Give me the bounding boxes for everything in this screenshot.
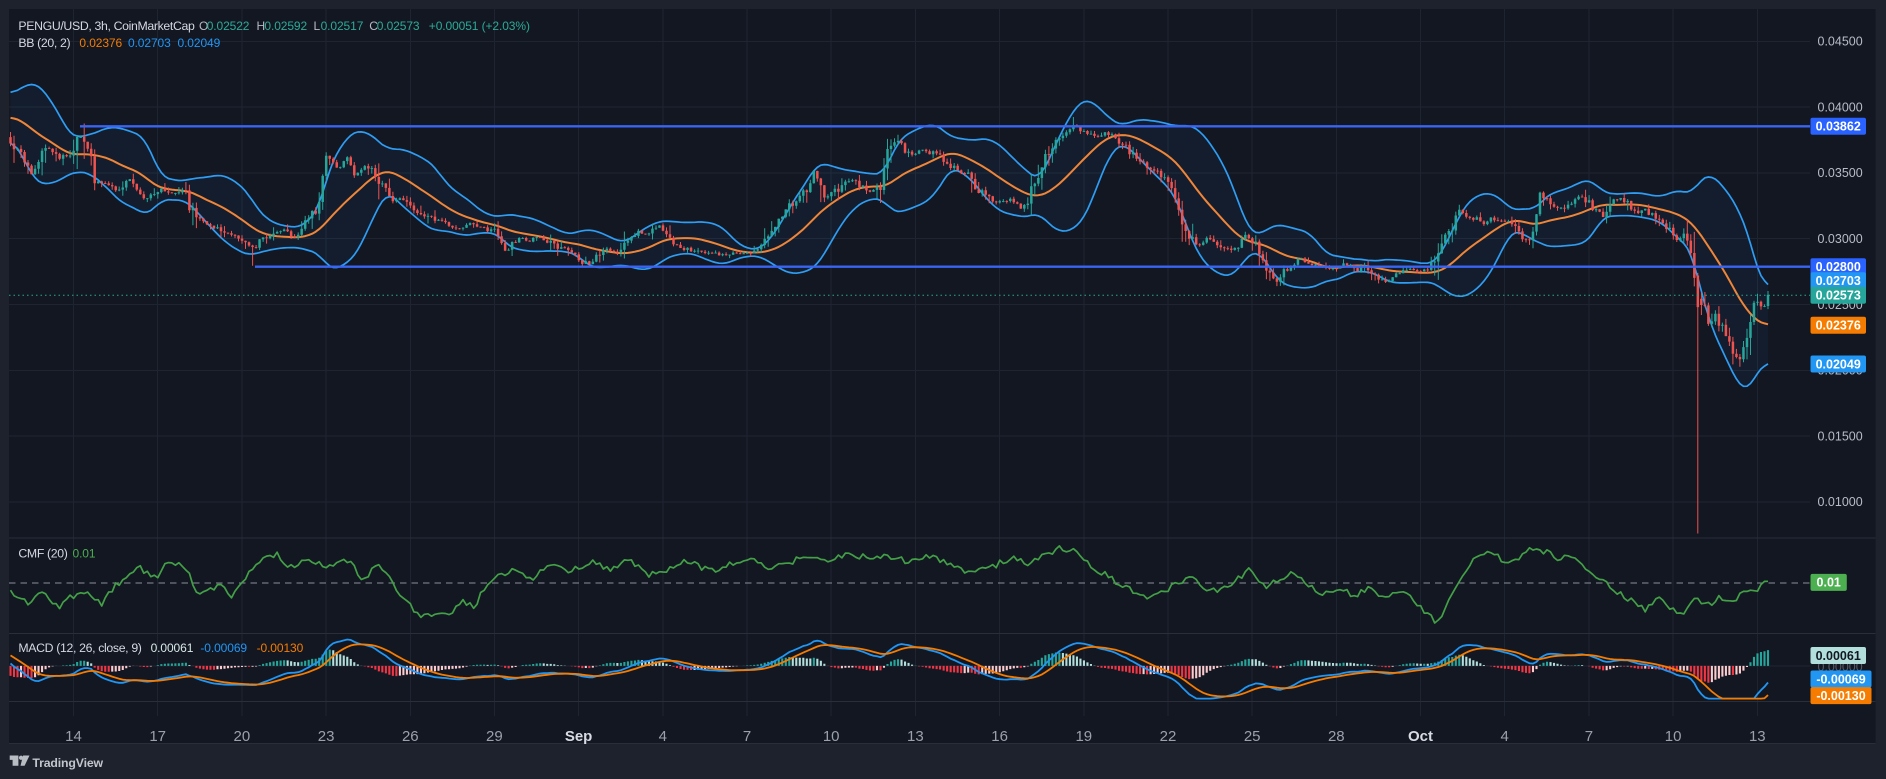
svg-text:16: 16 <box>991 728 1008 745</box>
svg-text:L: L <box>314 19 321 33</box>
svg-text:0.02517: 0.02517 <box>321 19 364 33</box>
svg-text:0.02800: 0.02800 <box>1816 260 1861 274</box>
svg-text:10: 10 <box>823 728 840 745</box>
svg-text:0.02049: 0.02049 <box>1816 357 1861 371</box>
svg-text:O: O <box>199 19 208 33</box>
svg-text:29: 29 <box>486 728 503 745</box>
svg-text:MACD (12, 26, close, 9): MACD (12, 26, close, 9) <box>18 641 141 655</box>
svg-text:4: 4 <box>1501 728 1509 745</box>
svg-text:-0.00069: -0.00069 <box>200 641 247 655</box>
svg-text:0.01000: 0.01000 <box>1818 495 1863 509</box>
svg-text:0.02573: 0.02573 <box>377 19 420 33</box>
svg-text:10: 10 <box>1665 728 1682 745</box>
svg-text:0.03500: 0.03500 <box>1818 166 1863 180</box>
svg-text:-0.00069: -0.00069 <box>1816 672 1865 686</box>
svg-text:25: 25 <box>1244 728 1261 745</box>
svg-text:7: 7 <box>1585 728 1593 745</box>
svg-text:0.01: 0.01 <box>1817 576 1841 590</box>
svg-text:14: 14 <box>65 728 82 745</box>
svg-text:0.02573: 0.02573 <box>1816 289 1861 303</box>
svg-text:C: C <box>369 19 378 33</box>
svg-text:Oct: Oct <box>1408 728 1433 745</box>
svg-text:7: 7 <box>743 728 751 745</box>
svg-text:22: 22 <box>1160 728 1177 745</box>
svg-text:13: 13 <box>907 728 924 745</box>
svg-text:+0.00051 (+2.03%): +0.00051 (+2.03%) <box>429 19 530 33</box>
svg-text:-0.00130: -0.00130 <box>1816 689 1865 703</box>
svg-text:20: 20 <box>234 728 251 745</box>
svg-text:0.02376: 0.02376 <box>79 36 122 50</box>
svg-text:0.03862: 0.03862 <box>1816 120 1861 134</box>
svg-text:13: 13 <box>1749 728 1766 745</box>
svg-text:0.02376: 0.02376 <box>1816 319 1861 333</box>
svg-text:Sep: Sep <box>565 728 593 745</box>
svg-text:CMF (20): CMF (20) <box>18 547 67 561</box>
svg-text:4: 4 <box>659 728 667 745</box>
svg-text:H: H <box>257 19 266 33</box>
svg-text:PENGU/USD, 3h, CoinMarketCap: PENGU/USD, 3h, CoinMarketCap <box>18 19 195 33</box>
svg-text:BB (20, 2): BB (20, 2) <box>18 36 70 50</box>
svg-text:0.02592: 0.02592 <box>264 19 307 33</box>
svg-text:TradingView: TradingView <box>32 756 103 770</box>
svg-text:17: 17 <box>149 728 166 745</box>
svg-text:0.02703: 0.02703 <box>128 36 171 50</box>
svg-text:0.00061: 0.00061 <box>151 641 194 655</box>
svg-text:19: 19 <box>1075 728 1092 745</box>
svg-text:0.04500: 0.04500 <box>1818 35 1863 49</box>
svg-text:28: 28 <box>1328 728 1345 745</box>
svg-text:0.01: 0.01 <box>73 547 96 561</box>
svg-text:23: 23 <box>318 728 335 745</box>
svg-text:0.03000: 0.03000 <box>1818 232 1863 246</box>
svg-text:-0.00130: -0.00130 <box>257 641 304 655</box>
svg-text:0.00061: 0.00061 <box>1816 649 1861 663</box>
svg-text:0.02522: 0.02522 <box>207 19 250 33</box>
svg-text:26: 26 <box>402 728 419 745</box>
svg-text:0.04000: 0.04000 <box>1818 100 1863 114</box>
svg-text:0.01500: 0.01500 <box>1818 429 1863 443</box>
svg-text:0.02703: 0.02703 <box>1816 274 1861 288</box>
svg-text:0.02049: 0.02049 <box>178 36 221 50</box>
